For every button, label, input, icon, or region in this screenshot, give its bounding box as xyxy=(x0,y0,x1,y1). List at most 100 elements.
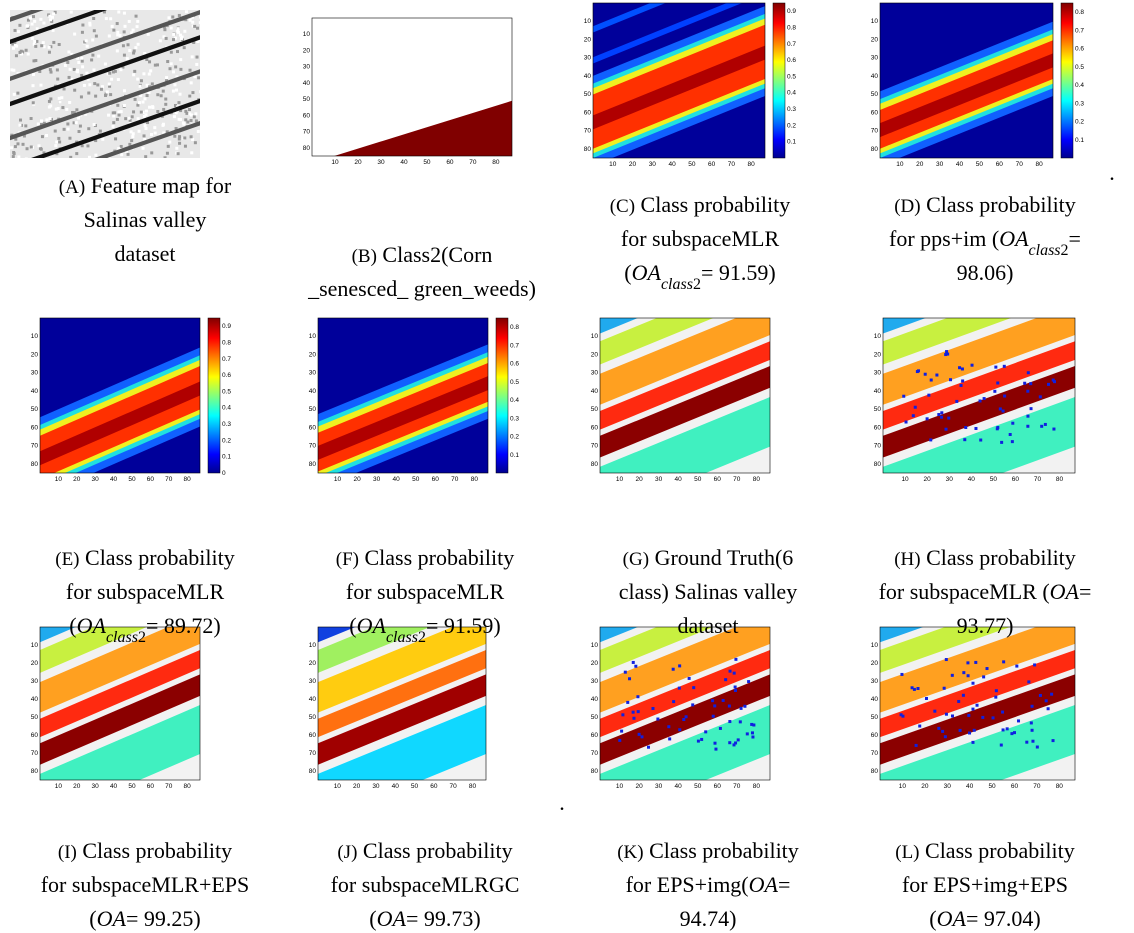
y-tick-label: 50 xyxy=(31,714,39,721)
pixel xyxy=(171,15,175,19)
caption-math: OA xyxy=(377,906,407,931)
x-tick-label: 30 xyxy=(936,161,944,168)
subfigure-label: (D) xyxy=(894,196,920,217)
colorbar-tick-label: 0.3 xyxy=(510,415,519,422)
caption-text: for EPS+img+EPS xyxy=(902,872,1068,897)
pixel xyxy=(1030,704,1034,708)
x-tick-label: 20 xyxy=(73,476,81,483)
pixel xyxy=(110,77,114,81)
pixel xyxy=(128,49,132,53)
region xyxy=(40,627,76,643)
pixel xyxy=(184,10,188,14)
pixel xyxy=(747,680,751,684)
pixel xyxy=(29,117,33,121)
pixel xyxy=(189,113,193,117)
pixel xyxy=(678,728,682,732)
pixel xyxy=(943,735,947,739)
pixel xyxy=(728,720,732,724)
y-tick-label: 10 xyxy=(871,642,879,649)
pixel xyxy=(111,111,115,115)
pixel xyxy=(924,696,928,700)
x-tick-label: 10 xyxy=(609,161,617,168)
pixel xyxy=(196,129,200,133)
caption-text: dataset xyxy=(114,241,175,266)
pixel xyxy=(733,688,737,692)
pixel xyxy=(190,151,194,155)
pixel xyxy=(902,394,906,398)
x-tick-label: 40 xyxy=(966,783,974,790)
pixel xyxy=(62,87,66,91)
caption-text: 94.74) xyxy=(680,906,737,931)
pixel xyxy=(178,141,182,145)
y-tick-label: 70 xyxy=(303,129,311,136)
pixel xyxy=(80,59,84,63)
pixel xyxy=(141,146,145,150)
pixel xyxy=(128,142,132,146)
pixel xyxy=(142,72,146,76)
pixel xyxy=(1027,680,1031,684)
caption-math: OA xyxy=(77,613,107,638)
pixel xyxy=(107,82,111,86)
pixel xyxy=(929,438,933,442)
region xyxy=(593,3,743,64)
region xyxy=(40,649,200,738)
x-tick-label: 40 xyxy=(675,783,683,790)
pixel xyxy=(122,30,126,34)
y-tick-label: 40 xyxy=(584,73,592,80)
pixel xyxy=(65,107,69,111)
pixel xyxy=(971,707,975,711)
region xyxy=(880,627,1075,713)
pixel xyxy=(78,124,82,128)
pixel xyxy=(80,30,84,34)
x-tick-label: 40 xyxy=(956,161,964,168)
colorbar-tick-label: 0.3 xyxy=(787,106,796,113)
pixel xyxy=(17,155,21,158)
frame xyxy=(39,317,201,474)
pixel xyxy=(131,135,135,139)
y-tick-label: 10 xyxy=(309,333,317,340)
pixel xyxy=(181,121,185,125)
y-tick-label: 80 xyxy=(584,146,592,153)
region xyxy=(600,649,770,738)
pixel xyxy=(34,44,38,48)
y-tick-label: 50 xyxy=(871,91,879,98)
pixel xyxy=(174,111,178,115)
pixel xyxy=(49,45,53,49)
pixel xyxy=(145,83,149,87)
pixel xyxy=(20,52,24,56)
pixel xyxy=(168,140,172,144)
pixel xyxy=(145,94,149,98)
x-tick-label: 10 xyxy=(896,161,904,168)
pixel xyxy=(728,741,732,745)
pixel xyxy=(85,44,89,48)
pixel xyxy=(190,15,194,19)
pixel xyxy=(172,70,176,74)
pixel xyxy=(1044,699,1048,703)
caption-text: Feature map for xyxy=(91,173,232,198)
pixel xyxy=(40,135,44,139)
pixel xyxy=(91,38,95,42)
y-tick-label: 50 xyxy=(309,406,317,413)
pixel xyxy=(52,12,56,16)
pixel xyxy=(727,704,731,708)
pixel xyxy=(77,116,81,120)
pixel xyxy=(162,35,166,39)
pixel xyxy=(195,62,199,66)
region xyxy=(10,35,200,107)
caption-line: (B) Class2(Corn xyxy=(352,242,493,267)
pixel xyxy=(110,24,114,28)
x-tick-label: 20 xyxy=(924,476,932,483)
pixel xyxy=(94,153,98,157)
pixel xyxy=(671,667,675,671)
pixel xyxy=(80,144,84,148)
colorbar-tick-label: 0.6 xyxy=(222,372,231,379)
caption-text: Class probability xyxy=(925,838,1075,863)
pixel xyxy=(728,669,732,673)
region xyxy=(10,10,44,22)
x-tick-label: 70 xyxy=(450,783,458,790)
pixel xyxy=(42,121,46,125)
y-tick-label: 30 xyxy=(584,55,592,62)
subfigure-label: (E) xyxy=(55,549,79,570)
pixel xyxy=(32,42,36,46)
